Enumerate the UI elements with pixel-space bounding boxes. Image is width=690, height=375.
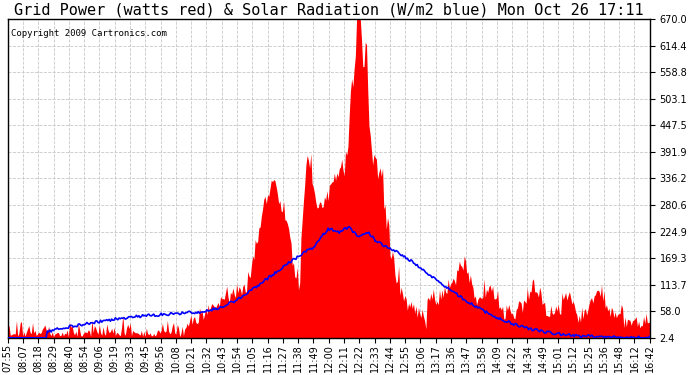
Title: Grid Power (watts red) & Solar Radiation (W/m2 blue) Mon Oct 26 17:11: Grid Power (watts red) & Solar Radiation… xyxy=(14,3,644,18)
Text: Copyright 2009 Cartronics.com: Copyright 2009 Cartronics.com xyxy=(11,28,167,38)
